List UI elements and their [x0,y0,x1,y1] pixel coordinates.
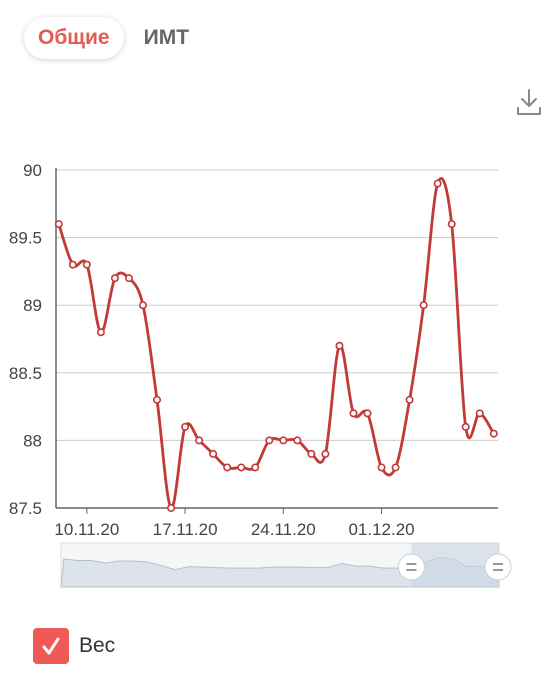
y-tick-label: 88 [23,431,42,450]
data-point [96,328,105,337]
y-tick-label: 88.5 [9,364,42,383]
navigator-handle[interactable] [484,553,512,581]
x-tick-label: 01.12.20 [348,520,414,539]
data-point [461,422,470,431]
data-point [405,395,414,404]
x-tick-label: 10.11.20 [54,520,119,539]
data-point [293,436,302,445]
data-point [335,341,344,350]
data-point [265,436,274,445]
x-tick-label: 24.11.20 [251,520,316,539]
data-point [321,449,330,458]
x-tick-label: 17.11.20 [153,520,218,539]
data-point [209,449,218,458]
data-point [167,503,176,512]
data-point [433,179,442,188]
data-point [68,260,77,269]
data-point [223,463,232,472]
y-tick-label: 90 [23,161,42,180]
navigator-selection [411,543,499,587]
series-line [57,177,495,510]
data-point [419,301,428,310]
data-point [153,395,162,404]
data-point [138,301,147,310]
data-point [237,463,246,472]
weight-checkbox[interactable] [33,628,69,664]
tab-bar: Общие ИМТ [24,16,189,60]
tab-general[interactable]: Общие [24,17,124,59]
data-point [54,220,63,229]
data-point [363,409,372,418]
data-point [181,422,190,431]
weight-chart: 90 89.5 89 88.5 88 87.5 10.11.20 17.11.20 24.11.… [9,161,512,588]
y-tick-label: 89.5 [9,229,42,248]
data-point [307,449,316,458]
y-tick-label: 87.5 [9,499,42,518]
checkmark-icon [42,637,60,655]
tab-bmi[interactable]: ИМТ [143,26,190,49]
data-point [124,274,133,283]
data-point [447,220,456,229]
download-icon[interactable] [516,88,542,116]
data-point [377,463,386,472]
data-point [279,436,288,445]
y-tick-label: 89 [23,296,42,315]
data-point [82,260,91,269]
legend-item-weight[interactable]: Вес [33,628,115,664]
data-point [489,429,498,438]
data-point [391,463,400,472]
data-point [110,274,119,283]
data-point [195,436,204,445]
data-point [349,409,358,418]
data-point [251,463,260,472]
legend-label: Вес [79,634,116,657]
navigator-handle[interactable] [397,553,425,581]
data-point [475,409,484,418]
